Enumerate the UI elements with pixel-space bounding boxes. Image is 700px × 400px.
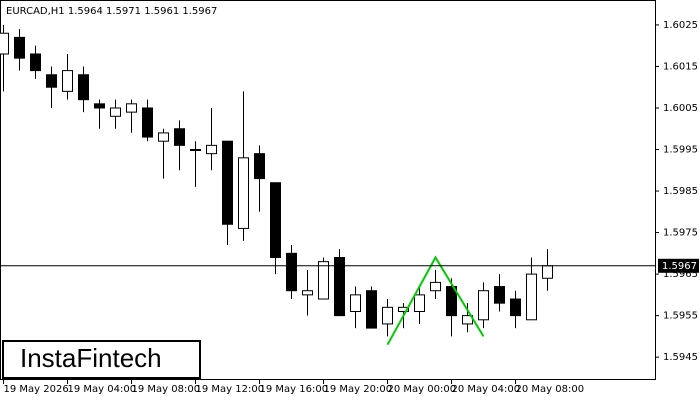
bull-body — [110, 107, 121, 117]
bear-body — [286, 252, 297, 292]
x-tick-label: 20 May 04:00 — [452, 384, 521, 395]
bear-body — [510, 298, 521, 317]
y-tick-label: 1.5965 — [663, 269, 698, 280]
y-tick-label: 1.6015 — [663, 61, 698, 72]
bear-body — [254, 153, 265, 180]
y-tick-label: 1.5975 — [663, 228, 698, 239]
y-tick-label: 1.5955 — [663, 311, 698, 322]
bear-body — [46, 74, 57, 88]
bull-body — [478, 290, 489, 321]
y-tick-label: 1.6005 — [663, 103, 698, 114]
bull-body — [398, 306, 409, 312]
y-tick-label: 1.5985 — [663, 186, 698, 197]
x-tick-label: 20 May 00:00 — [388, 384, 457, 395]
bull-body — [318, 261, 329, 300]
x-tick-label: 19 May 08:00 — [132, 384, 201, 395]
logo: InstaFintech — [20, 343, 162, 373]
bear-body — [142, 107, 153, 138]
bull-body — [526, 273, 537, 321]
plot-frame — [0, 0, 656, 380]
y-tick-label: 1.5945 — [663, 352, 698, 363]
y-tick-label: 1.6025 — [663, 20, 698, 31]
bull-body — [0, 32, 9, 55]
y-tick-label: 1.5995 — [663, 145, 698, 156]
bull-body — [430, 281, 441, 292]
x-tick-label: 20 May 08:00 — [516, 384, 585, 395]
bear-body — [14, 36, 25, 59]
bear-body — [494, 286, 505, 304]
x-tick-label: 19 May 20:00 — [324, 384, 393, 395]
bull-body — [350, 294, 361, 312]
current-price-label: 1.5967 — [662, 261, 697, 272]
pattern-line — [386, 255, 485, 346]
bear-body — [94, 103, 105, 109]
x-tick-label: 19 May 04:00 — [68, 384, 137, 395]
bull-body — [238, 157, 249, 229]
bull-body — [62, 70, 73, 92]
bull-body — [158, 132, 169, 142]
bull-body — [302, 290, 313, 296]
bear-body — [366, 290, 377, 329]
bull-body — [414, 294, 425, 312]
bull-body — [190, 149, 201, 152]
bear-body — [78, 74, 89, 101]
bear-body — [222, 140, 233, 225]
bear-body — [270, 182, 281, 258]
bull-body — [126, 103, 137, 113]
bear-body — [174, 128, 185, 146]
bull-body — [542, 265, 553, 279]
x-tick-label: 19 May 16:00 — [260, 384, 329, 395]
logo-box — [2, 340, 201, 379]
current-price-box — [658, 258, 699, 273]
chart-title: EURCAD,H1 1.5964 1.5971 1.5961 1.5967 — [6, 6, 217, 17]
bull-body — [382, 306, 393, 325]
x-tick-label: 19 May 2026 — [4, 384, 69, 395]
x-tick-label: 19 May 12:00 — [196, 384, 265, 395]
bear-body — [30, 53, 41, 72]
candles — [0, 24, 553, 337]
bear-body — [446, 286, 457, 317]
bull-body — [206, 144, 217, 155]
bear-body — [334, 256, 345, 317]
